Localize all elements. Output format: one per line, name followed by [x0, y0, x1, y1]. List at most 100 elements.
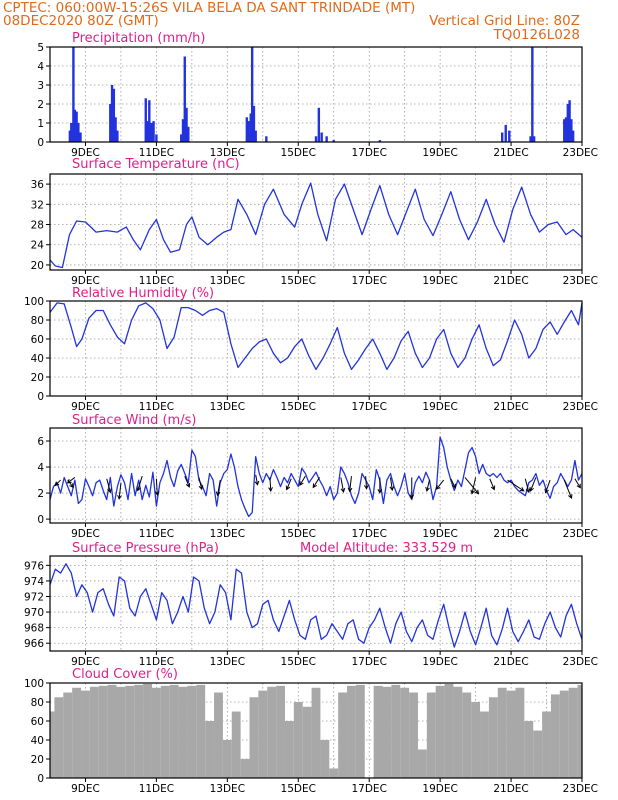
wind-arrow-shaft — [436, 479, 445, 490]
cloud-cover-bar — [462, 692, 472, 778]
wind-arrow-head — [525, 488, 531, 494]
cloud-cover-bar — [89, 686, 99, 778]
pressure-ytick-label: 972 — [24, 591, 44, 603]
wind-arrow-head — [285, 485, 291, 491]
precipitation-bar — [563, 119, 566, 142]
temperature-ytick-label: 36 — [31, 179, 45, 191]
wind-arrow-shaft — [489, 478, 495, 490]
header-model-id: TQ0126L028 — [492, 27, 580, 43]
wind-arrow-shaft — [507, 479, 524, 492]
temperature-xtick-label: 17DEC — [351, 275, 386, 287]
precipitation-bar — [531, 47, 534, 142]
temperature-xtick-label: 21DEC — [493, 275, 528, 287]
precipitation-bar — [504, 124, 507, 142]
precipitation-ytick-label: 3 — [37, 80, 44, 92]
wind-arrow-head — [529, 486, 534, 492]
pressure-xtick-label: 17DEC — [351, 656, 386, 668]
precipitation-bar — [252, 105, 256, 142]
wind-arrow-head — [268, 487, 273, 492]
wind-arrow-head — [107, 488, 112, 494]
cloud-cover-bar — [143, 683, 152, 778]
wind-ytick-label: 2 — [37, 488, 44, 500]
cloud-cover-bar — [373, 685, 383, 778]
cloud-cover-bar — [417, 749, 427, 778]
precipitation-bar — [144, 98, 147, 142]
cloud-cover-bar — [205, 721, 215, 778]
wind-arrow-head — [198, 485, 204, 491]
precipitation-bar — [570, 119, 573, 142]
cloud-cover-bar — [107, 684, 117, 778]
cloud-cover-xtick-label: 15DEC — [281, 783, 316, 795]
wind-arrow-shaft — [299, 475, 306, 486]
precipitation-xtick-label: 13DEC — [210, 147, 245, 159]
precipitation-bar — [73, 109, 77, 142]
cloud-cover-xtick-label: 17DEC — [351, 783, 386, 795]
cloud-cover-bar — [72, 687, 82, 778]
wind-arrow-head — [490, 485, 496, 491]
humidity-series-line — [49, 302, 583, 371]
wind-arrow-shaft — [67, 477, 76, 484]
precipitation-bar — [254, 130, 257, 142]
wind-xtick-label: 23DEC — [563, 528, 598, 540]
cloud-cover-bar — [151, 687, 161, 778]
precipitation-bar — [566, 104, 570, 142]
precipitation-xtick-label: 9DEC — [71, 147, 100, 159]
wind-ytick-label: 0 — [37, 514, 44, 526]
precipitation-ytick-label: 2 — [37, 99, 44, 111]
pressure-ytick-label: 974 — [24, 576, 44, 588]
cloud-cover-bar — [196, 684, 206, 778]
cloud-cover-bar — [426, 692, 436, 778]
precipitation-xtick-label: 19DEC — [422, 147, 457, 159]
precipitation-bar — [332, 140, 335, 142]
precipitation-ytick-label: 4 — [37, 61, 44, 73]
wind-arrow-shaft — [471, 477, 477, 494]
wind-arrow-shaft — [106, 478, 111, 493]
cloud-cover-ytick-label: 100 — [24, 678, 44, 690]
wind-arrow-shaft — [217, 479, 221, 496]
wind-arrow-head — [136, 486, 141, 492]
wind-arrow-head — [519, 487, 525, 492]
precipitation-bar — [249, 113, 252, 142]
precipitation-xtick-label: 17DEC — [351, 147, 386, 159]
precipitation-title: Precipitation (mm/h) — [72, 31, 205, 46]
header-grid-line: Vertical Grid Line: 80Z — [429, 13, 580, 29]
cloud-cover-bar — [214, 692, 223, 778]
cloud-cover-title: Cloud Cover (%) — [72, 667, 178, 682]
precipitation-bar — [180, 134, 183, 142]
precipitation-ytick-label: 1 — [37, 118, 44, 130]
pressure-xtick-label: 11DEC — [139, 656, 174, 668]
pressure-xtick-label: 23DEC — [563, 656, 598, 668]
plot-panels: 0 1 2 3 4 5 9DEC 11DEC 13DEC 15DEC 17DEC 19DEC 21DEC… — [24, 42, 598, 795]
precipitation-bar — [571, 130, 575, 142]
cloud-cover-bar — [382, 686, 392, 778]
wind-arrow-shaft — [155, 478, 158, 495]
cloud-cover-bar — [515, 687, 525, 778]
precipitation-bar — [529, 136, 532, 142]
wind-arrow-shaft — [269, 477, 272, 491]
temperature-ytick-label: 20 — [31, 260, 44, 272]
precipitation-bar — [314, 136, 318, 142]
cloud-cover-bar — [98, 685, 108, 778]
cloud-cover-bar — [258, 690, 268, 778]
precipitation-bar — [532, 136, 536, 142]
cloud-cover-bar — [169, 684, 179, 778]
precipitation-bar — [75, 111, 78, 142]
cloud-cover-bar — [81, 690, 90, 778]
humidity-ytick-label: 80 — [31, 315, 44, 327]
cloud-cover-bar — [480, 711, 489, 778]
cloud-cover-xtick-label: 19DEC — [422, 783, 457, 795]
wind-arrow-shaft — [426, 479, 430, 491]
wind-arrow-shaft — [286, 478, 292, 490]
wind-series-line — [49, 436, 583, 518]
precipitation-bar — [568, 100, 571, 142]
wind-arrow-shaft — [137, 476, 143, 491]
wind-arrow-shaft — [450, 478, 456, 488]
precipitation-bar — [70, 123, 73, 142]
cloud-cover-bar — [435, 685, 445, 778]
cloud-cover-bar — [444, 683, 454, 778]
model-altitude-annotation: Model Altitude: 333.529 m — [300, 541, 473, 556]
humidity-ytick-label: 100 — [24, 296, 44, 308]
precipitation-xtick-label: 11DEC — [139, 147, 174, 159]
wind-arrow-head — [568, 494, 573, 500]
cloud-cover-xtick-label: 23DEC — [563, 783, 598, 795]
